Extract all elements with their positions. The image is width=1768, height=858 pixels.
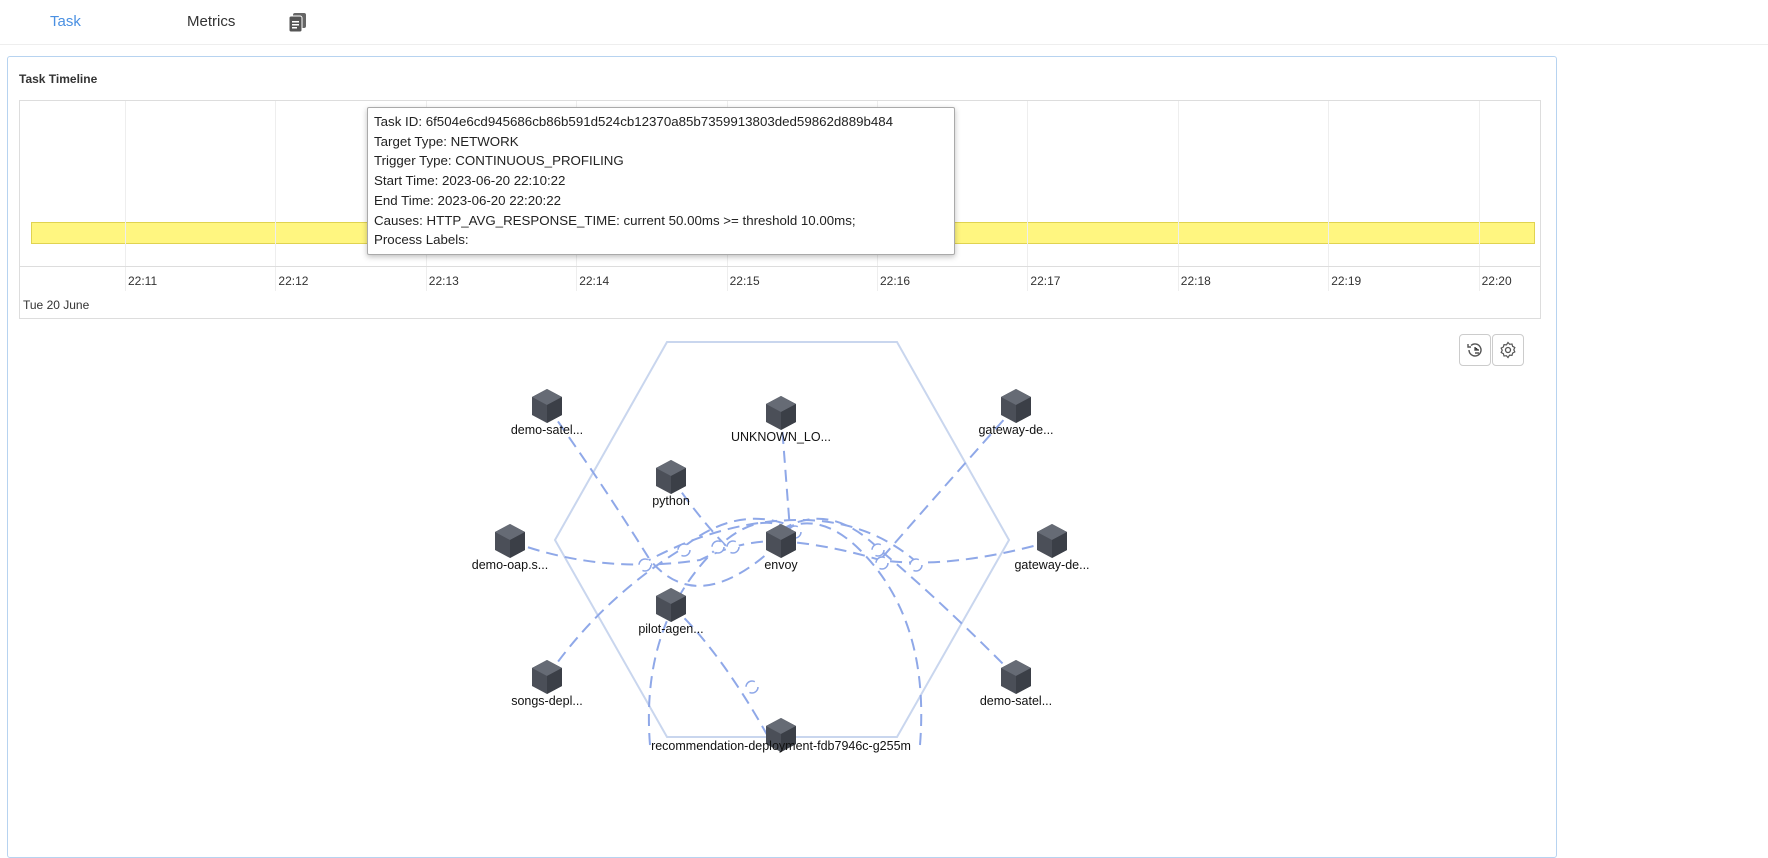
grid-line (1328, 101, 1330, 266)
settings-button[interactable] (1492, 334, 1524, 366)
tooltip-line: Trigger Type: CONTINUOUS_PROFILING (374, 153, 624, 169)
grid-line (275, 101, 277, 266)
node-label: songs-depl... (511, 694, 583, 708)
tick-line (1177, 267, 1179, 291)
topology-edge[interactable] (509, 539, 782, 566)
protocol-icon[interactable] (711, 540, 725, 554)
timeline: Tue 20 June Task ID: 6f504e6cd945686cb86… (19, 100, 1541, 319)
history-button[interactable] (1459, 334, 1491, 366)
protocol-icon[interactable] (871, 543, 885, 557)
topology-node[interactable]: songs-depl... (511, 660, 583, 708)
topology-edge[interactable] (670, 604, 771, 741)
hexagon-boundary (553, 341, 1011, 738)
topology-edge[interactable] (780, 412, 791, 531)
panel-title: Task Timeline (19, 72, 98, 86)
node-label: gateway-de... (1014, 558, 1089, 572)
protocol-icon[interactable] (677, 543, 691, 557)
topology-edge[interactable] (647, 521, 791, 746)
topology-node[interactable]: UNKNOWN_LO... (731, 396, 831, 444)
topology-node[interactable]: gateway-de... (1014, 524, 1090, 572)
tab-bar: Task Metrics (0, 0, 1768, 45)
tick-label: 22:11 (128, 274, 158, 288)
tooltip-line: Task ID: 6f504e6cd945686cb86b591d524cb12… (374, 114, 894, 129)
grid-line (125, 101, 126, 266)
tick-line (877, 267, 878, 291)
tab-metrics[interactable]: Metrics (187, 13, 236, 30)
tick-line (576, 267, 578, 291)
protocol-icon[interactable] (726, 540, 740, 554)
tick-label: 22:20 (1481, 274, 1512, 288)
protocol-icon[interactable] (875, 556, 889, 570)
topology-edge[interactable] (546, 517, 801, 678)
tooltip-line: Process Labels: (374, 232, 469, 248)
tick-label: 22:15 (729, 274, 760, 288)
topology-node[interactable]: pilot-agen... (638, 588, 704, 636)
tick-label: 22:17 (1030, 274, 1061, 288)
node-label: gateway-de... (978, 423, 1053, 437)
tooltip-line: Start Time: 2023-06-20 22:10:22 (374, 173, 566, 189)
tick-line (1027, 267, 1029, 291)
node-label: UNKNOWN_LO... (731, 430, 831, 444)
tick-label: 22:18 (1180, 274, 1211, 288)
protocol-icon[interactable] (745, 680, 759, 694)
node-label: demo-satel... (980, 694, 1052, 708)
tick-line (125, 267, 126, 291)
history-icon (1467, 343, 1482, 357)
topology-node[interactable]: python (652, 460, 690, 508)
tick-line (275, 267, 277, 291)
topology-node[interactable]: envoy (764, 524, 798, 572)
node-label: python (652, 494, 690, 508)
topology-edge[interactable] (879, 405, 1017, 561)
topology-node[interactable]: demo-satel... (511, 389, 583, 437)
topology-node[interactable]: recommendation-deployment-fdb7946c-g255m (651, 718, 911, 753)
grid-line (1478, 101, 1480, 266)
node-label: recommendation-deployment-fdb7946c-g255m (651, 739, 911, 753)
protocol-icon[interactable] (909, 558, 923, 572)
topology-node[interactable]: demo-oap.s... (472, 524, 548, 572)
grid-line (1027, 101, 1029, 266)
node-label: envoy (764, 558, 798, 572)
tick-line (425, 267, 427, 291)
tick-line (1478, 267, 1480, 291)
tick-label: 22:19 (1331, 274, 1362, 288)
tick-label: 22:16 (880, 274, 911, 288)
topology-node[interactable]: demo-satel... (980, 660, 1052, 708)
tooltip-line: Target Type: NETWORK (374, 133, 519, 149)
timeline-axis (20, 266, 1540, 267)
tooltip-line: Causes: HTTP_AVG_RESPONSE_TIME: current … (374, 212, 856, 228)
tab-task[interactable]: Task (50, 13, 81, 30)
node-label: demo-satel... (511, 423, 583, 437)
topology-edge[interactable] (780, 522, 923, 746)
tick-label: 22:14 (579, 274, 610, 288)
topology-edge[interactable] (780, 517, 1017, 678)
tooltip-line: End Time: 2023-06-20 22:20:22 (374, 192, 562, 208)
copy-icon[interactable] (289, 13, 306, 32)
topology-edge[interactable] (639, 518, 921, 566)
task-tooltip: Task ID: 6f504e6cd945686cb86b591d524cb12… (367, 107, 955, 255)
node-label: pilot-agen... (638, 622, 703, 636)
tick-line (726, 267, 728, 291)
tick-line (1328, 267, 1330, 291)
tick-label: 22:12 (278, 274, 309, 288)
node-label: demo-oap.s... (472, 558, 548, 572)
task-timeline-panel: Task Timeline Tue 20 June Task ID: 6f504… (7, 56, 1557, 858)
protocol-icon[interactable] (638, 558, 652, 572)
tick-label: 22:13 (428, 274, 459, 288)
timeline-date: Tue 20 June (23, 298, 90, 312)
topology-node[interactable]: gateway-de... (978, 389, 1054, 437)
settings-icon (1500, 341, 1516, 359)
grid-line (1177, 101, 1179, 266)
